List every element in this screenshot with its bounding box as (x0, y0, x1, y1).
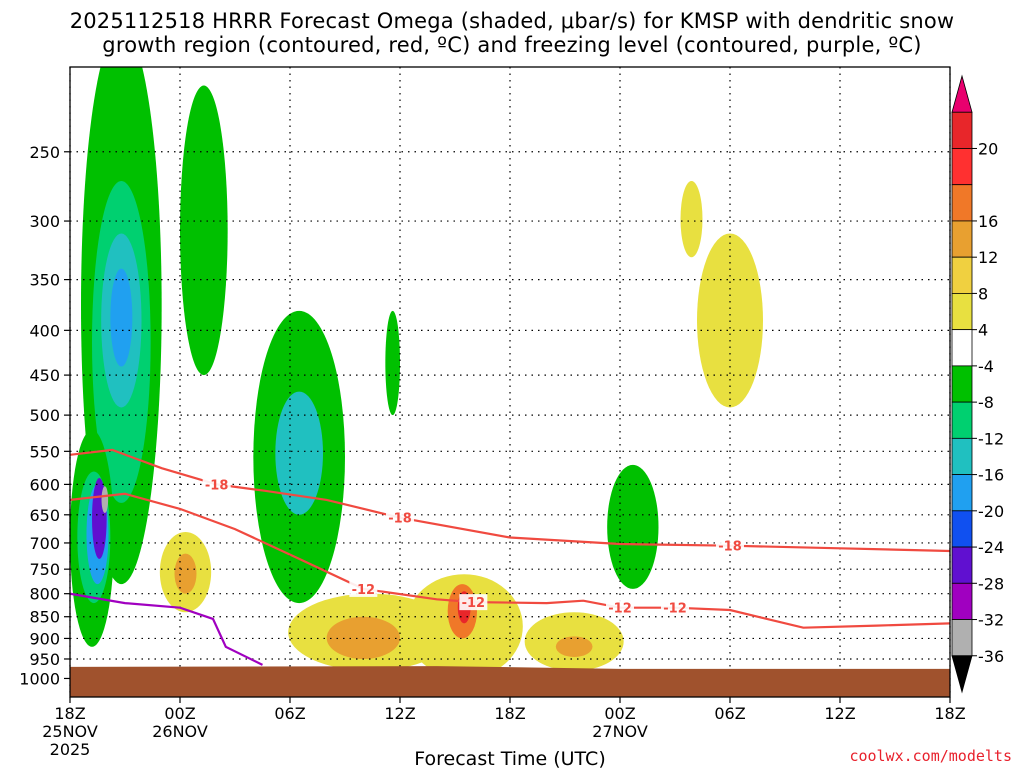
y-tick-label-500: 500 (29, 406, 60, 425)
x-tick-label-12-0: 06Z (274, 704, 305, 723)
omega-region-3 (110, 268, 133, 367)
contour-label-bg (459, 594, 488, 611)
y-axis-ticks: 250 300 350 400 450 500 550 600 650 700 750 800 850 9… (19, 143, 70, 688)
colorbar-label-6: -8 (978, 393, 994, 412)
colorbar-label-4: 4 (978, 321, 988, 340)
x-tick-label-0-2: 2025 (50, 740, 91, 759)
colorbar-label-0: 20 (978, 139, 998, 158)
x-tick-label-36-0: 06Z (714, 704, 745, 723)
ground-layer (70, 666, 950, 697)
colorbar-segment-2 (951, 148, 973, 186)
colorbar-segment-14 (951, 582, 973, 620)
y-tick-label-400: 400 (29, 321, 60, 340)
colorbar-segment-12 (951, 510, 973, 548)
colorbar-segment-7 (951, 329, 973, 367)
x-tick-label-42-0: 12Z (824, 704, 855, 723)
y-tick-label-750: 750 (29, 560, 60, 579)
y-tick-label-1000: 1000 (19, 669, 60, 688)
contour-label-bg (716, 537, 744, 554)
colorbar-segment-6 (951, 293, 973, 331)
y-tick-label-850: 850 (29, 608, 60, 627)
colorbar-segment-5 (951, 256, 973, 294)
contour-label-bg (349, 580, 378, 597)
contour-label-bg (661, 599, 689, 616)
omega-region-14 (697, 233, 763, 408)
contour-label-bg (386, 509, 414, 526)
x-tick-label-30-0: 00Z (604, 704, 635, 723)
colorbar-segment-1 (951, 111, 973, 149)
dgz-contour-label: -12 (608, 602, 632, 617)
omega-region-9 (101, 486, 109, 514)
y-tick-label-650: 650 (29, 506, 60, 525)
y-tick-label-600: 600 (29, 475, 60, 494)
omega-region-24 (174, 553, 197, 594)
dgz-contour-1 (70, 492, 950, 629)
credit-link[interactable]: coolwx.com/modelts (849, 747, 1012, 765)
x-tick-label-48-0: 18Z (934, 704, 965, 723)
y-tick-label-450: 450 (29, 366, 60, 385)
x-tick-label-0-0: 18Z (54, 704, 85, 723)
y-tick-label-350: 350 (29, 271, 60, 290)
x-tick-label-24-0: 18Z (494, 704, 525, 723)
chart-title-line-2: growth region (contoured, red, ºC) and f… (102, 33, 922, 57)
dgz-contour-label: -12 (352, 583, 376, 598)
dgz-contour-label: -18 (718, 540, 742, 555)
dgz-contour-label: -18 (205, 478, 229, 493)
y-tick-label-900: 900 (29, 629, 60, 648)
chart-title-line-1: 2025112518 HRRR Forecast Omega (shaded, … (69, 9, 955, 33)
y-tick-label-950: 950 (29, 650, 60, 669)
y-tick-label-800: 800 (29, 585, 60, 604)
dgz-contour-label: -12 (462, 596, 486, 611)
omega-region-15 (680, 181, 703, 258)
colorbar-segment-10 (951, 437, 973, 475)
colorbar-label-12: -32 (978, 611, 1004, 630)
dgz-contour-0 (70, 448, 950, 553)
colorbar-label-11: -28 (978, 574, 1004, 593)
y-tick-label-550: 550 (29, 442, 60, 461)
ground-surface (70, 666, 950, 697)
x-tick-label-18-0: 12Z (384, 704, 415, 723)
colorbar-label-9: -20 (978, 502, 1004, 521)
colorbar-segment-15 (951, 619, 973, 657)
colorbar-segment-8 (951, 365, 973, 403)
colorbar-segment-4 (951, 220, 973, 258)
y-tick-label-250: 250 (29, 143, 60, 162)
x-axis-label: Forecast Time (UTC) (414, 748, 605, 768)
dgz-contour-label: -12 (663, 602, 687, 617)
colorbar-label-3: 8 (978, 284, 988, 303)
colorbar-segment-3 (951, 184, 973, 222)
contour-layer: -18 -18 -18 -12 -12 -12 -12 (70, 448, 950, 666)
contour-label-bg (202, 476, 231, 493)
y-tick-label-700: 700 (29, 534, 60, 553)
colorbar-label-7: -12 (978, 429, 1004, 448)
freezing-level-contour (70, 592, 263, 666)
colorbar-segment-13 (951, 546, 973, 584)
colorbar-segment-top (951, 74, 973, 113)
colorbar-label-1: 16 (978, 212, 998, 231)
colorbar-label-5: -4 (978, 357, 994, 376)
x-tick-label-6-0: 00Z (164, 704, 195, 723)
colorbar-label-10: -24 (978, 538, 1004, 557)
omega-shading-layer (70, 67, 763, 679)
colorbar-segment-bottom (951, 655, 973, 694)
contour-label-bg (606, 599, 634, 616)
colorbar-label-2: 12 (978, 248, 998, 267)
x-tick-label-0-1: 25NOV (42, 722, 98, 741)
colorbar: 20 16 12 8 4 -4 -8 -12 -16 -20 -24 -28 -32 -36 (951, 74, 1004, 694)
omega-region-4 (180, 85, 228, 376)
omega-region-22 (555, 636, 593, 657)
colorbar-label-8: -16 (978, 466, 1004, 485)
omega-region-12 (385, 310, 400, 416)
colorbar-label-13: -36 (978, 647, 1004, 666)
omega-region-13 (607, 464, 659, 589)
colorbar-segment-9 (951, 401, 973, 439)
y-tick-label-300: 300 (29, 212, 60, 231)
x-tick-label-30-1: 27NOV (592, 722, 648, 741)
colorbar-segment-11 (951, 474, 973, 512)
x-tick-label-6-1: 26NOV (152, 722, 208, 741)
dgz-contour-label: -18 (388, 512, 412, 527)
